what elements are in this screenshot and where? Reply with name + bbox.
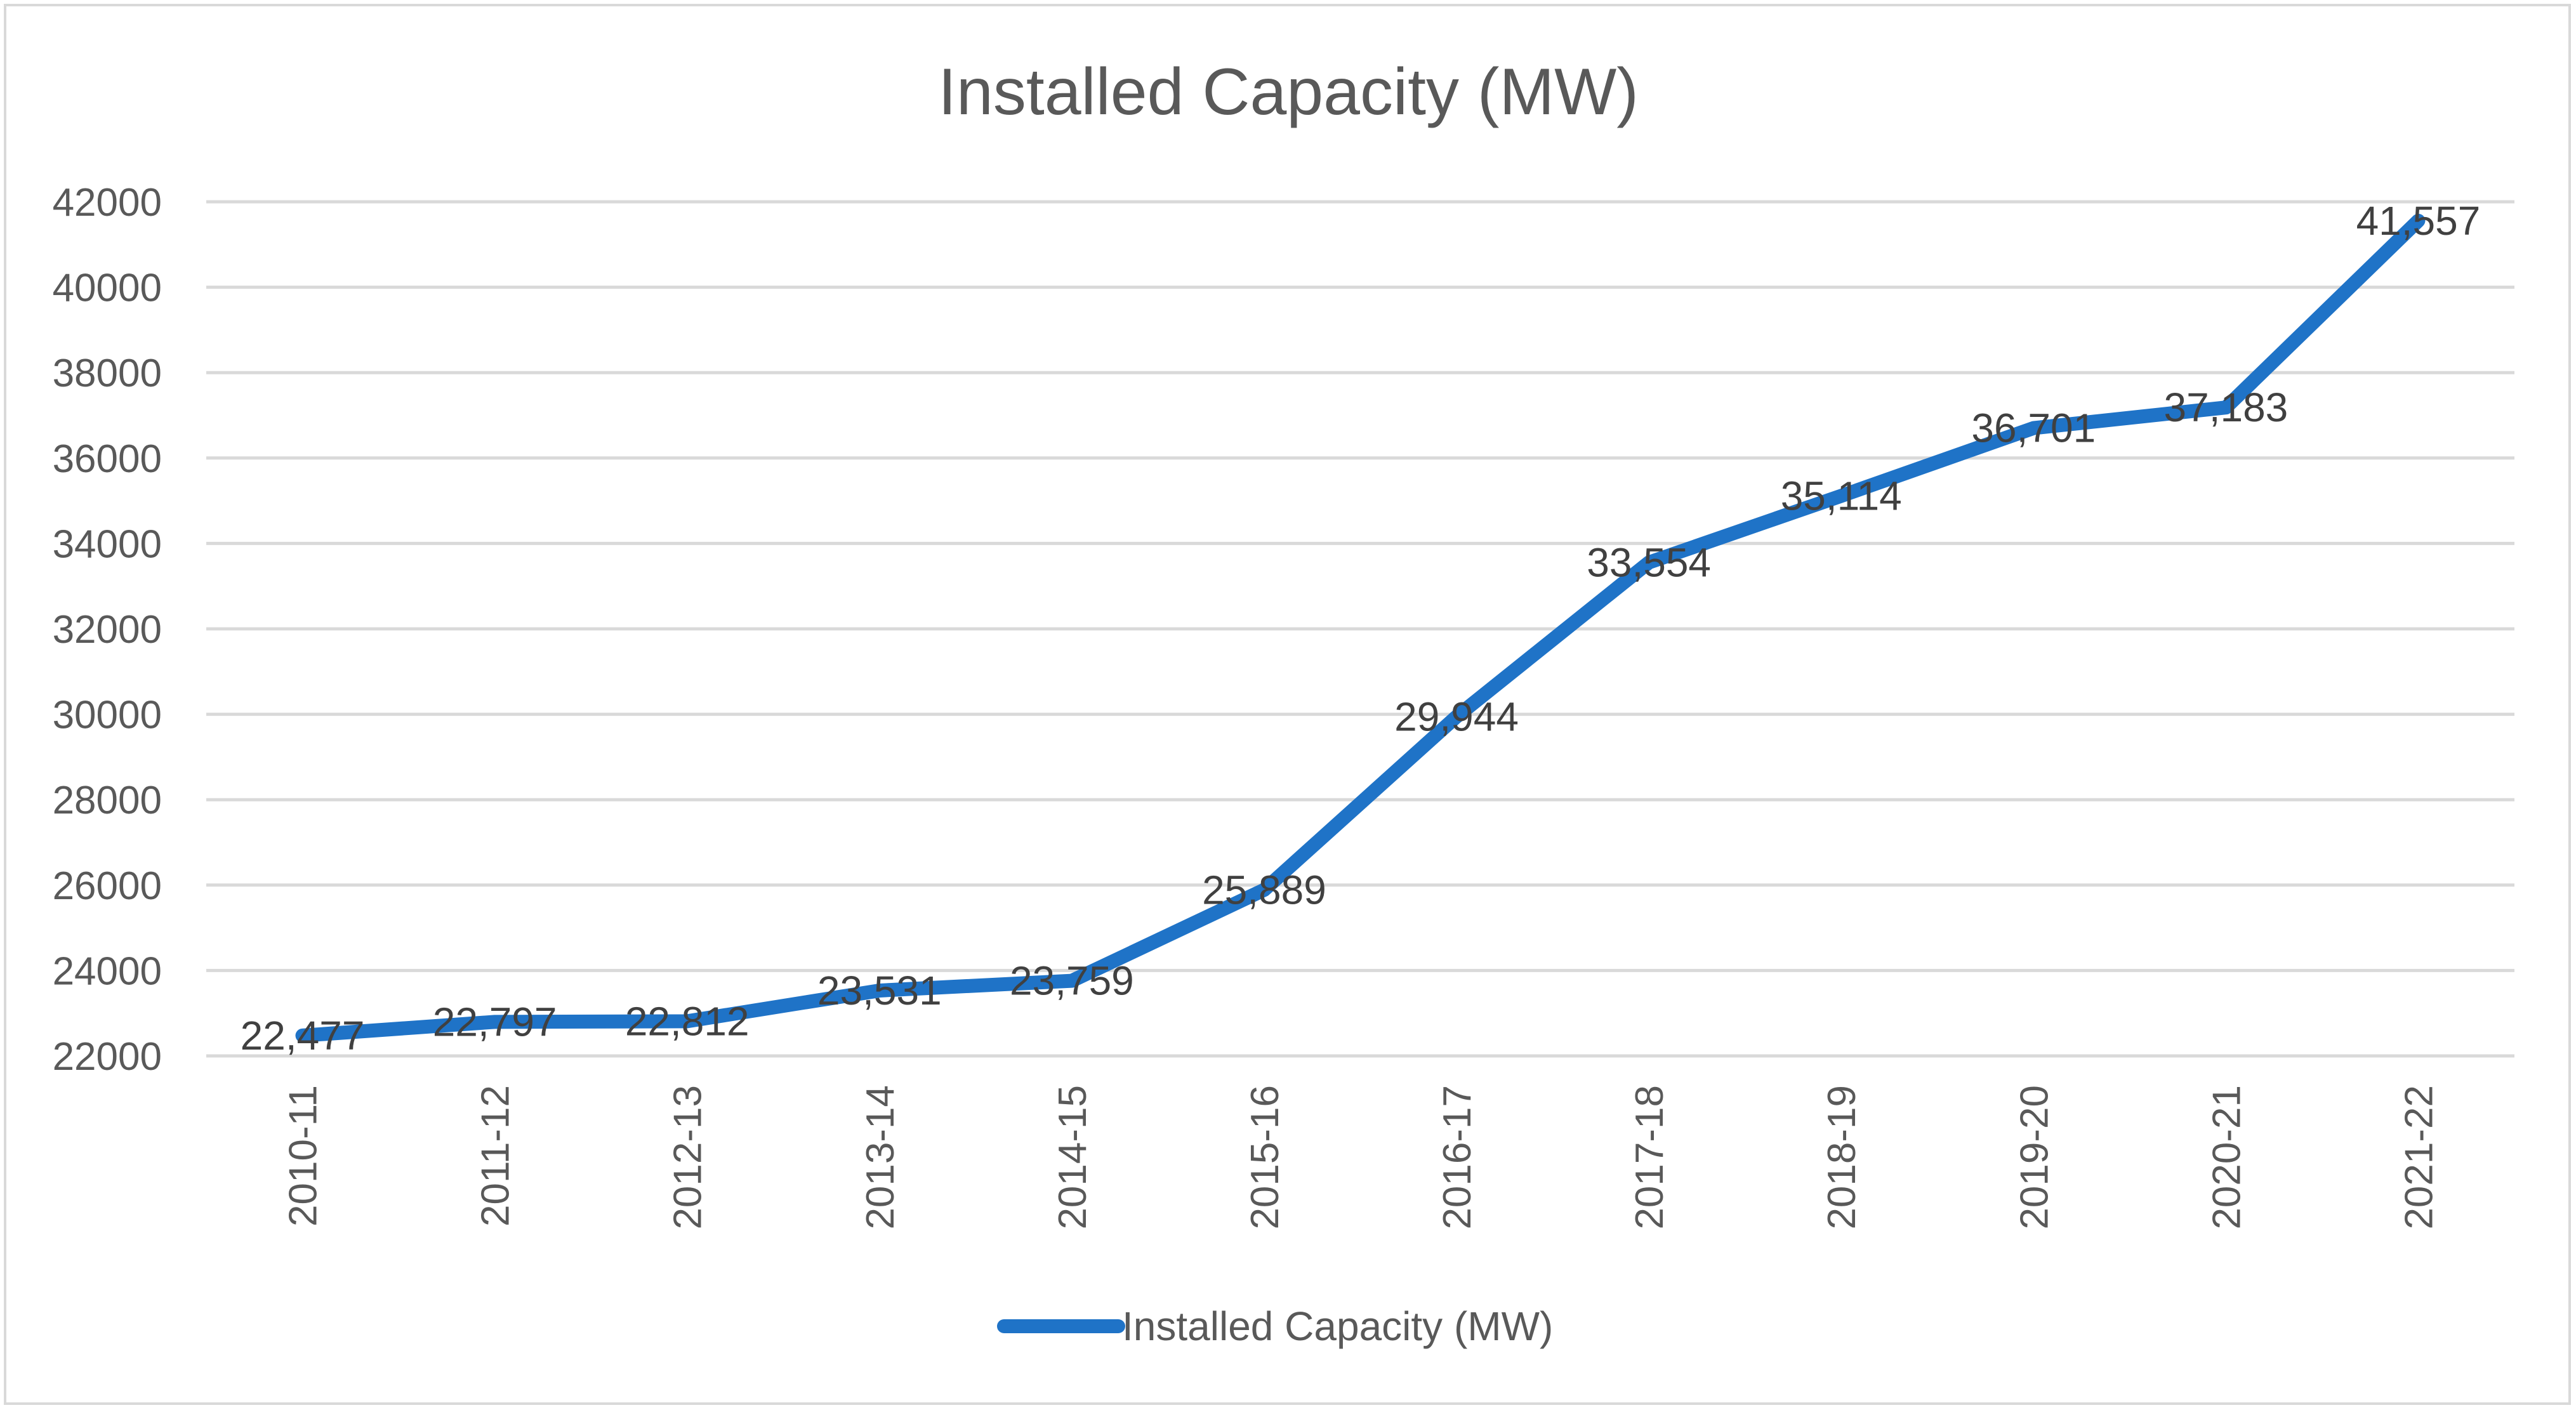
x-tick-label: 2021-22 — [2397, 1085, 2441, 1230]
x-tick-label: 2016-17 — [1436, 1085, 1479, 1230]
x-tick-label: 2015-16 — [1243, 1085, 1287, 1230]
data-label: 22,797 — [433, 999, 557, 1044]
data-label: 22,477 — [241, 1013, 365, 1058]
data-point — [878, 989, 880, 991]
x-tick-label: 2020-21 — [2205, 1085, 2249, 1230]
y-tick-label: 22000 — [53, 1035, 162, 1079]
x-tick-label: 2012-13 — [666, 1085, 710, 1230]
data-label: 36,701 — [1971, 405, 2096, 451]
gridlines — [206, 200, 2514, 1058]
data-point — [1263, 889, 1265, 891]
data-point — [1648, 562, 1650, 563]
x-axis-ticks: 2010-11 2011-12 2012-13 2013-14 2014-15 2015-… — [282, 1085, 2441, 1230]
y-tick-label: 30000 — [53, 694, 162, 737]
y-tick-label: 32000 — [53, 608, 162, 652]
y-axis-ticks: 22000 24000 26000 28000 30000 32000 34000 36000… — [53, 181, 162, 1079]
data-label: 29,944 — [1394, 694, 1519, 739]
series-layer — [295, 213, 2426, 1043]
chart-frame — [4, 4, 2571, 1405]
x-tick-label: 2013-14 — [859, 1085, 902, 1230]
data-point — [1840, 495, 1842, 497]
data-point — [494, 1021, 496, 1023]
data-label: 22,812 — [625, 998, 750, 1044]
data-labels: 22,477 22,797 22,812 23,531 23,759 25,889 29,9… — [241, 198, 2481, 1058]
data-label: 25,889 — [1202, 867, 1326, 913]
x-tick-label: 2018-19 — [1820, 1085, 1864, 1230]
legend-label: Installed Capacity (MW) — [1122, 1303, 1553, 1349]
x-tick-label: 2017-18 — [1628, 1085, 1672, 1230]
y-tick-label: 42000 — [53, 181, 162, 225]
data-point — [1456, 716, 1458, 718]
y-tick-label: 34000 — [53, 522, 162, 566]
data-point — [2417, 220, 2419, 221]
data-point — [686, 1020, 688, 1022]
data-point — [1071, 980, 1073, 982]
legend: Installed Capacity (MW) — [997, 1303, 1553, 1349]
data-point — [2225, 407, 2227, 409]
data-point — [301, 1034, 303, 1036]
x-tick-label: 2014-15 — [1051, 1085, 1095, 1230]
data-label: 33,554 — [1587, 539, 1711, 585]
data-label: 37,183 — [2164, 385, 2289, 430]
data-label: 23,759 — [1010, 958, 1134, 1004]
y-tick-label: 40000 — [53, 267, 162, 310]
x-tick-label: 2011-12 — [474, 1085, 518, 1227]
data-label: 23,531 — [817, 968, 942, 1013]
y-tick-label: 28000 — [53, 779, 162, 822]
y-tick-label: 38000 — [53, 352, 162, 395]
x-tick-label: 2019-20 — [2012, 1085, 2056, 1230]
data-point — [2033, 427, 2035, 429]
y-tick-label: 26000 — [53, 864, 162, 908]
data-label: 35,114 — [1781, 473, 1902, 518]
data-label: 41,557 — [2356, 198, 2481, 244]
series-line — [295, 213, 2426, 1043]
y-tick-label: 36000 — [53, 437, 162, 481]
y-tick-label: 24000 — [53, 949, 162, 993]
x-tick-label: 2010-11 — [282, 1085, 326, 1227]
chart-title: Installed Capacity (MW) — [938, 55, 1639, 129]
